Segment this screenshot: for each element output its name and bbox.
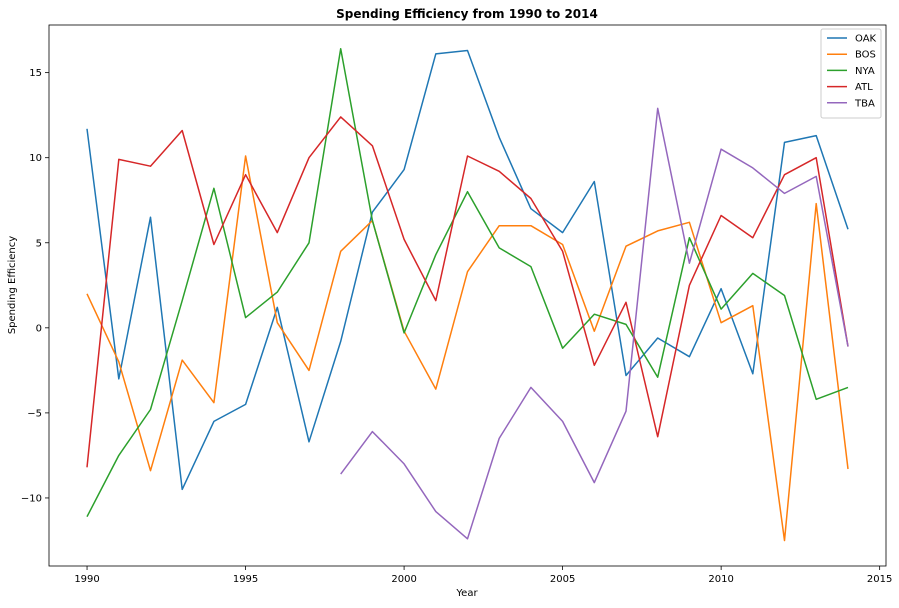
legend-label-nya: NYA — [855, 66, 875, 77]
x-tick-label: 2000 — [391, 574, 416, 585]
x-axis-label: Year — [455, 588, 478, 599]
y-tick-label: 5 — [36, 238, 42, 249]
series-line-bos — [86, 155, 849, 542]
y-tick-label: −10 — [21, 493, 42, 504]
legend-label-tba: TBA — [854, 98, 875, 109]
chart-title: Spending Efficiency from 1990 to 2014 — [336, 7, 598, 21]
plot-frame — [48, 24, 887, 567]
series-line-nya — [86, 48, 849, 518]
legend: OAK BOS NYA ATL TBA — [820, 28, 882, 119]
y-tick-label: 15 — [29, 68, 42, 79]
x-tick-label: 2005 — [550, 574, 575, 585]
legend-label-bos: BOS — [855, 50, 876, 61]
y-tick-label: −5 — [27, 408, 42, 419]
legend-label-oak: OAK — [855, 34, 877, 45]
x-tick-label: 1995 — [233, 574, 258, 585]
y-tick-label: 0 — [36, 323, 42, 334]
legend-box — [820, 28, 882, 119]
x-tick-label: 2015 — [867, 574, 892, 585]
series-line-oak — [86, 49, 849, 491]
x-tick-label: 1990 — [74, 574, 99, 585]
y-axis-label: Spending Efficiency — [7, 236, 18, 334]
legend-label-atl: ATL — [855, 82, 873, 93]
y-tick-label: 10 — [29, 153, 42, 164]
series-line-atl — [86, 116, 849, 468]
plot-area — [86, 48, 849, 542]
x-tick-label: 2010 — [708, 574, 733, 585]
series-line-tba — [340, 107, 849, 540]
